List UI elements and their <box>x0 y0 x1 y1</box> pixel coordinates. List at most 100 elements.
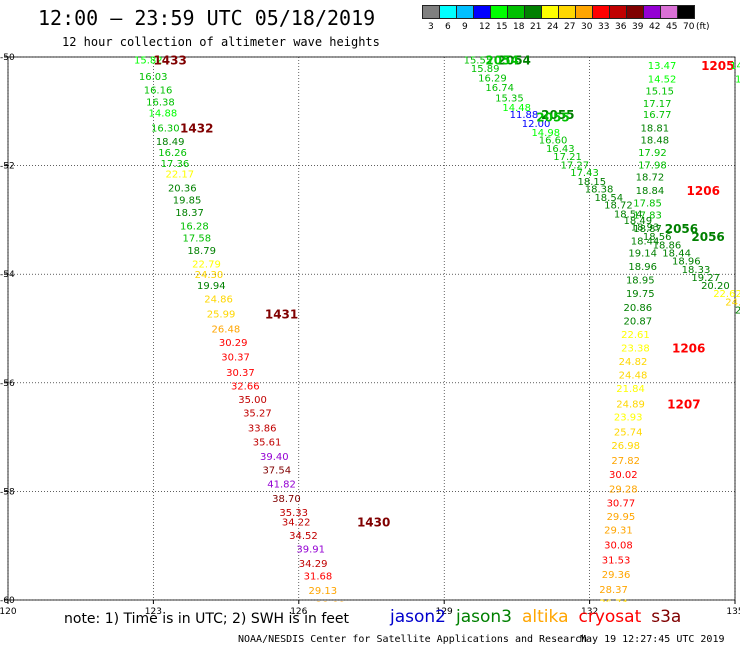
wave-height-value: 22.17 <box>166 170 195 181</box>
wave-height-value: 22.61 <box>621 330 650 341</box>
wave-height-value: 31.68 <box>304 572 333 583</box>
wave-height-value: 16.38 <box>146 98 175 109</box>
wave-height-value: 35.27 <box>243 409 272 420</box>
wave-height-layer: 15.8216.0316.1616.3814.8816.3018.4916.26… <box>134 54 740 610</box>
wave-height-value: 41.82 <box>267 479 296 490</box>
wave-height-value: 24.82 <box>619 357 648 368</box>
tick-label-lat: -60 <box>0 596 15 606</box>
wave-height-value: 30.29 <box>219 338 248 349</box>
wave-height-value: 20.86 <box>624 303 653 314</box>
tick-label-lat: -56 <box>0 379 15 389</box>
legend-label: 15 <box>496 22 508 32</box>
wave-height-value: 14.98 <box>531 128 560 139</box>
wave-height-value: 27.82 <box>611 456 640 467</box>
wave-height-value: 16.43 <box>546 144 575 155</box>
wave-height-value: 18.79 <box>187 246 216 257</box>
wave-height-value: 15.89 <box>471 64 500 75</box>
wave-height-value: 18.96 <box>672 257 701 268</box>
wave-height-value: 17.36 <box>161 159 190 170</box>
legend-label: 36 <box>615 22 627 32</box>
wave-height-value: 17.98 <box>638 161 667 172</box>
wave-height-value: 16.30 <box>151 124 180 135</box>
satellite-jason3: jason3 <box>456 607 512 627</box>
wave-height-value: 14.03 <box>730 61 740 72</box>
wave-height-value: 18.84 <box>636 186 665 197</box>
wave-height-value: 18.49 <box>156 137 185 148</box>
pass-time-label: 2056 <box>691 230 724 244</box>
wave-height-value: 18.44 <box>662 248 691 259</box>
wave-height-value: 19.85 <box>173 195 202 206</box>
pass-time-label: 1431 <box>265 307 298 321</box>
wave-height-value: 17.85 <box>633 199 662 210</box>
wave-height-value: 25.74 <box>614 428 643 439</box>
wave-height-value: 35.33 <box>279 508 308 519</box>
wave-height-value: 17.92 <box>638 148 667 159</box>
legend-labels: 3 6 9 12 15 18 21 24 27 30 33 36 39 42 45 70 (ft) <box>422 22 740 36</box>
wave-height-value: 16.16 <box>144 86 173 97</box>
wave-height-value: 17.21 <box>553 152 582 163</box>
wave-height-value: 19.94 <box>197 281 226 292</box>
wave-height-value: 18.72 <box>636 172 665 183</box>
pass-time-label: 1430 <box>357 515 390 529</box>
wave-height-value: 17.58 <box>182 233 211 244</box>
pass-time-label: 1206 <box>672 342 705 356</box>
color-legend: 3 6 9 12 15 18 21 24 27 30 33 36 39 42 45 70 (ft) <box>422 5 710 32</box>
wave-height-value: 16.03 <box>139 72 168 83</box>
legend-label: 12 <box>479 22 491 32</box>
wave-height-value: 38.70 <box>272 494 301 505</box>
legend-label: 18 <box>513 22 525 32</box>
wave-height-value: 18.81 <box>640 124 669 135</box>
pass-time-label: 1207 <box>667 397 700 411</box>
wave-height-value: 32.66 <box>231 382 260 393</box>
wave-height-value: 18.54 <box>614 209 643 220</box>
satellite-s3a: s3a <box>651 607 682 627</box>
legend-label: 70 <box>683 22 695 32</box>
wave-height-value: 33.86 <box>248 423 277 434</box>
wave-height-value: 18.15 <box>577 177 606 188</box>
wave-height-value: 20 <box>735 305 740 316</box>
pass-time-label: 2054 <box>498 54 531 68</box>
wave-height-value: 19.75 <box>626 289 655 300</box>
wave-height-value: 26.48 <box>212 325 241 336</box>
wave-height-value: 18.44 <box>631 237 660 248</box>
wave-height-value: 13.47 <box>648 61 677 72</box>
satellite-jason2: jason2 <box>390 607 446 627</box>
wave-height-value: 14.52 <box>648 75 677 86</box>
satellite-cryosat: cryosat <box>578 607 642 627</box>
wave-height-value: 11.88 <box>510 110 539 121</box>
wave-height-value: 14.32 <box>735 75 740 86</box>
wave-height-value: 16.60 <box>539 136 568 147</box>
wave-height-value: 22.62 <box>713 289 740 300</box>
wave-height-value: 15.35 <box>495 94 524 105</box>
wave-height-value: 35.61 <box>253 437 282 448</box>
map-frame <box>7 56 736 601</box>
tick-label-lat: -50 <box>0 53 15 63</box>
wave-height-value: 15.15 <box>645 87 674 98</box>
legend-label: 27 <box>564 22 576 32</box>
legend-label: 24 <box>547 22 559 32</box>
wave-height-value: 26.74 <box>599 599 628 610</box>
wave-height-value: 22.79 <box>192 259 221 270</box>
legend-swatches <box>422 5 695 19</box>
map-subtitle: 12 hour collection of altimeter wave hei… <box>62 35 380 49</box>
wave-height-value: 12.00 <box>522 119 551 130</box>
wave-height-value: 25.99 <box>207 309 236 320</box>
tick-label-lon: 123 <box>145 607 162 617</box>
tick-label-lon: 126 <box>290 607 307 617</box>
wave-height-value: 24.30 <box>195 270 224 281</box>
wave-height-value: 30.02 <box>609 470 638 481</box>
wave-height-value: 20.87 <box>624 316 653 327</box>
wave-height-value: 30.77 <box>607 498 636 509</box>
wave-height-value: 17.43 <box>570 168 599 179</box>
wave-height-value: 16.74 <box>485 83 514 94</box>
wave-height-value: 34.29 <box>299 559 328 570</box>
wave-height-value: 18.96 <box>628 262 657 273</box>
pass-time-label: 2056 <box>665 222 698 236</box>
legend-label: 21 <box>530 22 542 32</box>
wave-height-value: 18.33 <box>682 265 711 276</box>
wave-height-value: 18.48 <box>640 136 669 147</box>
wave-height-value: 15.55 <box>464 56 493 67</box>
legend-swatch <box>677 5 695 19</box>
wave-height-value: 35.00 <box>238 395 267 406</box>
